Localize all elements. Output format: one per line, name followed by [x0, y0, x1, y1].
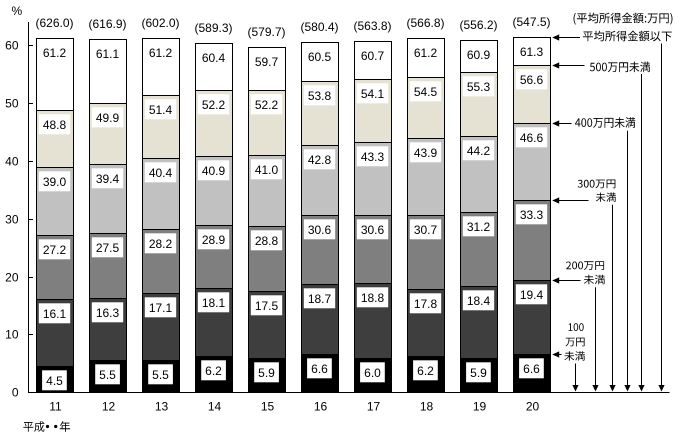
svg-text:30.7: 30.7: [414, 223, 438, 237]
svg-text:60.9: 60.9: [467, 48, 491, 62]
svg-text:(626.0): (626.0): [35, 16, 73, 30]
svg-text:30.6: 30.6: [308, 223, 332, 237]
svg-text:43.9: 43.9: [414, 146, 438, 160]
svg-text:39.4: 39.4: [96, 172, 120, 186]
svg-text:6.6: 6.6: [523, 362, 540, 376]
svg-text:56.6: 56.6: [520, 73, 544, 87]
svg-text:52.2: 52.2: [202, 98, 226, 112]
svg-text:52.2: 52.2: [255, 98, 279, 112]
svg-text:0: 0: [12, 385, 19, 399]
svg-text:28.2: 28.2: [149, 237, 173, 251]
svg-text:53.8: 53.8: [308, 89, 332, 103]
svg-text:(566.8): (566.8): [406, 16, 444, 30]
svg-text:17.8: 17.8: [414, 297, 438, 311]
svg-text:10: 10: [5, 327, 19, 341]
svg-text:28.8: 28.8: [255, 234, 279, 248]
svg-text:18.7: 18.7: [308, 292, 332, 306]
svg-text:46.6: 46.6: [520, 131, 544, 145]
svg-text:4.5: 4.5: [46, 374, 63, 388]
svg-text:49.9: 49.9: [96, 111, 120, 125]
svg-text:50: 50: [5, 96, 19, 110]
svg-text:42.8: 42.8: [308, 153, 332, 167]
svg-text:20: 20: [5, 270, 19, 284]
svg-text:15: 15: [261, 400, 275, 414]
svg-text:14: 14: [208, 400, 222, 414]
svg-text:5.5: 5.5: [152, 368, 169, 382]
svg-text:51.4: 51.4: [149, 103, 173, 117]
svg-text:(589.3): (589.3): [194, 21, 232, 35]
svg-text:(580.4): (580.4): [300, 20, 338, 34]
svg-text:40: 40: [5, 154, 19, 168]
svg-text:16: 16: [314, 400, 328, 414]
svg-text:5.5: 5.5: [99, 368, 116, 382]
svg-text:61.2: 61.2: [149, 46, 173, 60]
svg-text:27.5: 27.5: [96, 241, 120, 255]
svg-text:(556.2): (556.2): [459, 18, 497, 32]
svg-text:61.1: 61.1: [96, 47, 120, 61]
svg-text:6.2: 6.2: [417, 364, 434, 378]
svg-text:6.6: 6.6: [311, 362, 328, 376]
svg-text:(579.7): (579.7): [247, 25, 285, 39]
svg-text:20: 20: [526, 400, 540, 414]
svg-text:(547.5): (547.5): [512, 15, 550, 29]
svg-text:61.2: 61.2: [414, 46, 438, 60]
svg-text:19.4: 19.4: [520, 288, 544, 302]
svg-text:48.8: 48.8: [43, 118, 67, 132]
svg-text:18.1: 18.1: [202, 296, 226, 310]
svg-text:39.0: 39.0: [43, 175, 67, 189]
svg-text:16.1: 16.1: [43, 307, 67, 321]
svg-text:60.7: 60.7: [361, 49, 385, 63]
svg-text:33.3: 33.3: [520, 208, 544, 222]
svg-text:40.4: 40.4: [149, 166, 173, 180]
svg-text:12: 12: [102, 400, 116, 414]
svg-text:43.3: 43.3: [361, 150, 385, 164]
svg-text:18.8: 18.8: [361, 291, 385, 305]
svg-text:17.5: 17.5: [255, 299, 279, 313]
svg-text:6.0: 6.0: [364, 366, 381, 380]
svg-text:40.9: 40.9: [202, 164, 226, 178]
svg-text:44.2: 44.2: [467, 144, 491, 158]
svg-text:11: 11: [49, 400, 62, 414]
svg-text:17.1: 17.1: [149, 301, 173, 315]
svg-text:30.6: 30.6: [361, 223, 385, 237]
svg-text:54.5: 54.5: [414, 85, 438, 99]
svg-text:17: 17: [367, 400, 381, 414]
svg-text:5.9: 5.9: [470, 366, 487, 380]
svg-text:59.7: 59.7: [255, 55, 279, 69]
svg-text:28.9: 28.9: [202, 233, 226, 247]
svg-text:61.3: 61.3: [520, 45, 544, 59]
svg-text:16.3: 16.3: [96, 306, 120, 320]
svg-text:(616.9): (616.9): [88, 17, 126, 31]
svg-text:5.9: 5.9: [258, 366, 275, 380]
svg-text:60.5: 60.5: [308, 50, 332, 64]
svg-text:60.4: 60.4: [202, 51, 226, 65]
svg-text:54.1: 54.1: [361, 87, 385, 101]
svg-text:19: 19: [473, 400, 487, 414]
svg-text:55.3: 55.3: [467, 80, 491, 94]
svg-text:(563.8): (563.8): [353, 19, 391, 33]
svg-text:%: %: [12, 4, 23, 18]
svg-text:41.0: 41.0: [255, 163, 279, 177]
svg-text:(602.0): (602.0): [141, 16, 179, 30]
svg-text:61.2: 61.2: [43, 46, 67, 60]
svg-text:6.2: 6.2: [205, 364, 222, 378]
svg-text:27.2: 27.2: [43, 243, 67, 257]
svg-text:60: 60: [5, 38, 19, 52]
svg-text:31.2: 31.2: [467, 220, 491, 234]
svg-text:18.4: 18.4: [467, 294, 491, 308]
svg-text:13: 13: [155, 400, 169, 414]
svg-text:30: 30: [5, 212, 19, 226]
svg-text:18: 18: [420, 400, 434, 414]
